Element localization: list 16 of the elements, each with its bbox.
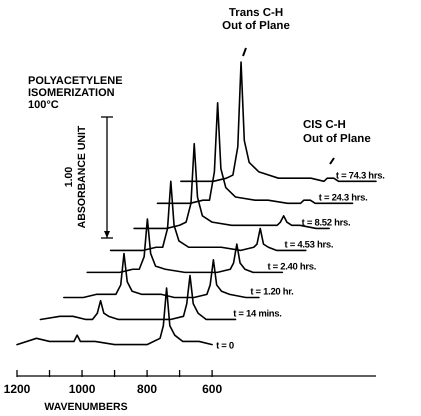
x-tick-label: 1000 — [68, 382, 96, 396]
x-tick-label: 800 — [137, 382, 158, 396]
legend-label: t = 74.3 hrs. — [336, 170, 385, 182]
x-tick-label: 1200 — [4, 382, 31, 396]
series-label: t = 1.20 hr. — [250, 286, 294, 298]
x-tick-label: 600 — [202, 382, 222, 396]
annotation: 1.00 ABSORBANCE UNIT — [63, 125, 88, 228]
series-label: t = 24.3 hrs. — [318, 192, 368, 204]
series-label: t = 4.53 hrs. — [284, 239, 334, 250]
text: POLYACETYLENE ISOMERIZATION 100°C — [28, 75, 123, 111]
annotation: CIS C-H Out of Plane — [303, 119, 371, 145]
series-label: t = 2.40 hrs. — [267, 261, 316, 272]
x-axis-title: WAVENUMBERS — [44, 401, 128, 413]
text: Trans C-H Out of Plane — [222, 7, 290, 32]
series-label: t = 14 mins. — [233, 308, 282, 320]
series-label: t = 0 — [216, 340, 234, 352]
